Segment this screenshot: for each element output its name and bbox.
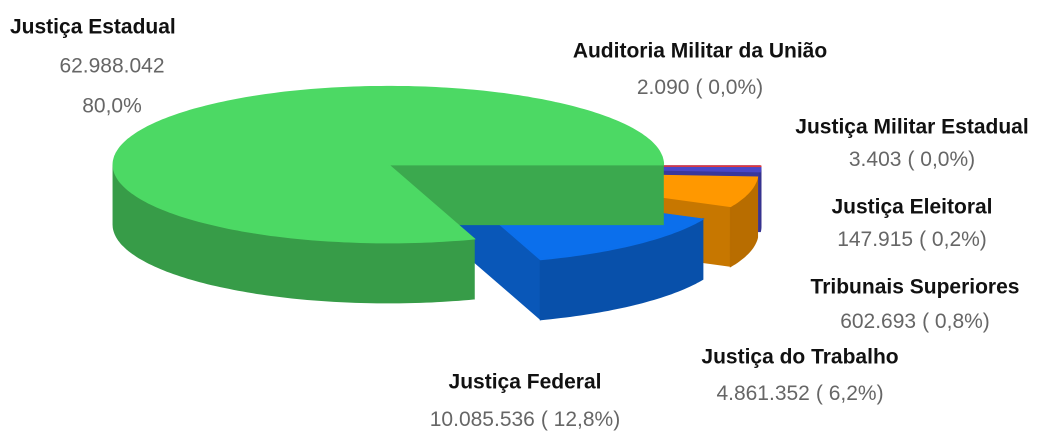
value-text: 602.693 ( 0,8%) [840, 310, 990, 333]
value-label: 10.085.536 [430, 408, 535, 431]
percent-label: ( 12,8%) [541, 408, 620, 431]
legend-label: Justiça Militar Estadual [795, 116, 1028, 139]
slice-top [112, 85, 665, 244]
pie [112, 85, 762, 321]
percent-label: ( 0,8%) [922, 310, 990, 333]
slice [112, 85, 665, 304]
value-text: 3.403( 0,0%) [849, 148, 975, 171]
slice-side [759, 167, 762, 232]
value-text: 4.861.352 ( 6,2%) [716, 382, 883, 405]
value-text: 10.085.536 ( 12,8%) [430, 408, 620, 431]
value-text: 2.090( 0,0%) [637, 76, 763, 99]
value-label: 602.693 [840, 310, 916, 333]
legend-label: Justiça Federal [449, 371, 602, 394]
legend-label: Justiça Eleitoral [831, 196, 992, 219]
legend-label: Justiça Estadual [10, 16, 176, 39]
percent-label: ( 0,0%) [695, 76, 763, 99]
value-label: 147.915 [837, 228, 913, 251]
percent-label: ( 0,0%) [907, 148, 975, 171]
value-label: 3.403 [849, 148, 902, 171]
value-text: 147.915 ( 0,2%) [837, 228, 987, 251]
value-label: 4.861.352 [716, 382, 809, 405]
labels: Justiça Estadual 62.988.042 80,0% Auditoria… [10, 16, 1029, 431]
legend-label: Auditoria Militar da União [573, 40, 827, 63]
value-label: 2.090 [637, 76, 690, 99]
legend-label: Tribunais Superiores [811, 276, 1020, 299]
legend-label: Justiça do Trabalho [701, 346, 898, 369]
percent-label: ( 0,2%) [919, 228, 987, 251]
value-label: 62.988.042 [59, 55, 164, 78]
percent-label: 80,0% [82, 95, 142, 118]
percent-label: ( 6,2%) [816, 382, 884, 405]
